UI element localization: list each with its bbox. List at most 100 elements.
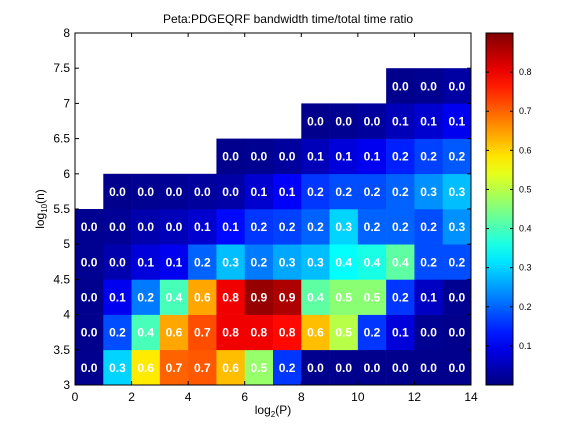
heatmap-cell (414, 103, 444, 139)
heatmap-cell (273, 209, 302, 245)
heatmap-cell (75, 279, 104, 315)
cell-value-label: 0.2 (420, 150, 437, 164)
cell-value-label: 0.2 (194, 255, 211, 269)
cell-value-label: 0.6 (194, 291, 211, 305)
heatmap-cell (357, 103, 387, 139)
cell-value-label: 0.2 (364, 220, 381, 234)
cell-value-label: 0.3 (449, 185, 466, 199)
cell-value-label: 0.0 (279, 150, 296, 164)
heatmap-cell (329, 314, 359, 351)
cell-value-label: 0.2 (251, 255, 268, 269)
cell-value-label: 0.0 (137, 185, 154, 199)
y-tick-label: 6 (63, 167, 70, 181)
x-tick-label: 12 (408, 390, 422, 404)
heatmap-cell (386, 349, 415, 386)
heatmap-cell (301, 349, 330, 386)
heatmap-cell (216, 173, 246, 210)
heatmap-cell (103, 314, 132, 351)
cell-value-label: 0.8 (222, 291, 239, 305)
cell-value-label: 0.2 (420, 220, 437, 234)
heatmap-cell (103, 209, 132, 245)
heatmap-cell (244, 138, 274, 175)
heatmap-cell (329, 138, 359, 175)
heatmap-cell (386, 209, 415, 245)
heatmap-cell (301, 173, 330, 210)
y-tick-label: 5 (63, 237, 70, 251)
heatmap-cell (414, 349, 444, 386)
y-tick-label: 4.5 (53, 272, 70, 286)
cell-value-label: 0.3 (420, 185, 437, 199)
heatmap-cell (75, 349, 104, 386)
cell-value-label: 0.6 (222, 361, 239, 375)
cell-value-label: 0.1 (222, 220, 239, 234)
cell-value-label: 0.7 (166, 361, 183, 375)
colorbar-tick-label: 0.1 (519, 341, 532, 351)
heatmap-cell (273, 138, 302, 175)
cell-value-label: 0.0 (449, 291, 466, 305)
heatmap-cell (414, 279, 444, 315)
heatmap-cell (159, 314, 189, 351)
x-tick-label: 10 (351, 390, 365, 404)
heatmap-cell (273, 314, 302, 351)
heatmap-cell (442, 349, 472, 386)
cell-value-label: 0.0 (392, 361, 409, 375)
cell-value-label: 0.5 (364, 291, 381, 305)
heatmap-cell (75, 244, 104, 280)
heatmap-cells (75, 68, 472, 386)
cell-value-label: 0.0 (420, 79, 437, 93)
heatmap-cell (103, 349, 132, 386)
cell-value-label: 0.1 (194, 220, 211, 234)
heatmap-cell (131, 279, 161, 315)
cell-value-label: 0.3 (222, 255, 239, 269)
cell-value-label: 0.0 (81, 255, 98, 269)
cell-value-label: 0.1 (392, 115, 409, 129)
cell-value-label: 0.2 (251, 220, 268, 234)
heatmap-cell (216, 279, 246, 315)
heatmap-cell (442, 279, 472, 315)
cell-value-label: 0.0 (222, 185, 239, 199)
colorbar-tick-label: 0.5 (519, 184, 532, 194)
cell-value-label: 0.2 (392, 185, 409, 199)
cell-value-label: 0.2 (307, 185, 324, 199)
cell-value-label: 0.1 (279, 185, 296, 199)
cell-value-label: 0.3 (449, 220, 466, 234)
heatmap-cell (131, 209, 161, 245)
cell-value-label: 0.0 (420, 326, 437, 340)
heatmap-cell (442, 314, 472, 351)
cell-value-label: 0.4 (392, 255, 409, 269)
cell-value-label: 0.0 (81, 291, 98, 305)
cell-value-label: 0.5 (335, 326, 352, 340)
heatmap-cell (329, 279, 359, 315)
heatmap-cell (329, 349, 359, 386)
cell-value-label: 0.0 (194, 185, 211, 199)
cell-value-label: 0.2 (307, 220, 324, 234)
chart-title: Peta:PDGEQRF bandwidth time/total time r… (163, 12, 413, 26)
y-tick-label: 6.5 (53, 132, 70, 146)
cell-value-label: 0.0 (364, 115, 381, 129)
cell-value-label: 0.9 (251, 291, 268, 305)
heatmap-cell (188, 173, 217, 210)
cell-value-label: 0.9 (279, 291, 296, 305)
cell-value-label: 0.0 (307, 361, 324, 375)
cell-value-label: 0.0 (109, 255, 126, 269)
colorbar-tick-label: 0.2 (519, 302, 532, 312)
heatmap-cell (103, 173, 132, 210)
cell-value-label: 0.8 (222, 326, 239, 340)
cell-value-label: 0.0 (251, 150, 268, 164)
heatmap-cell (414, 244, 444, 280)
cell-value-label: 0.0 (364, 361, 381, 375)
cell-value-label: 0.0 (222, 150, 239, 164)
heatmap-cell (188, 349, 217, 386)
heatmap-cell (414, 68, 444, 104)
cell-value-label: 0.5 (335, 291, 352, 305)
cell-value-label: 0.1 (251, 185, 268, 199)
cell-value-label: 0.8 (251, 326, 268, 340)
heatmap-cell (131, 314, 161, 351)
cell-value-label: 0.2 (392, 150, 409, 164)
cell-value-label: 0.0 (449, 79, 466, 93)
heatmap-cell (414, 209, 444, 245)
heatmap-cell (244, 349, 274, 386)
heatmap-cell (216, 314, 246, 351)
cell-value-label: 0.0 (137, 220, 154, 234)
cell-value-label: 0.0 (166, 220, 183, 234)
